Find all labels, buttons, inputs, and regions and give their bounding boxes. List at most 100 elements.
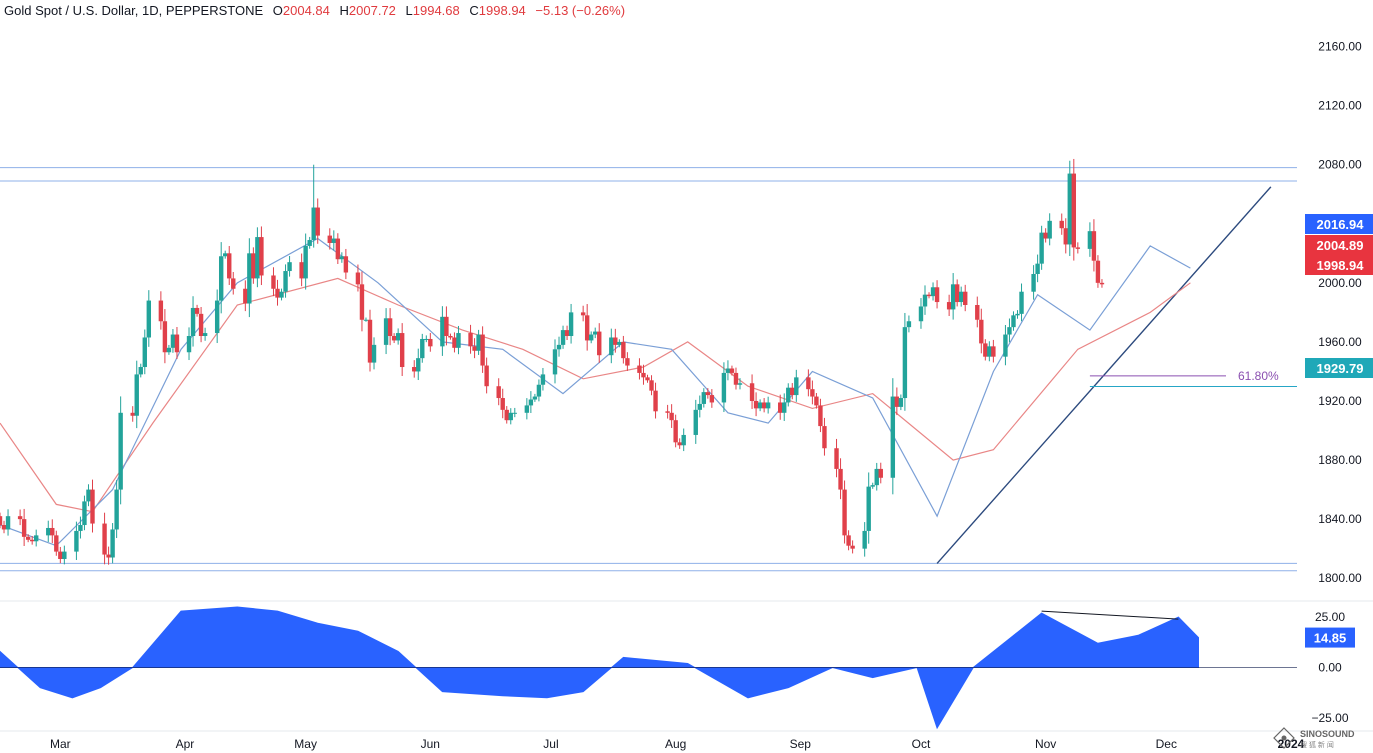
- candle-body: [729, 368, 735, 373]
- candle: [484, 357, 489, 394]
- time-axis-tick-label: Oct: [912, 737, 931, 751]
- candle-body: [1, 525, 7, 530]
- candle: [1011, 311, 1016, 331]
- candle: [697, 395, 702, 418]
- candle: [130, 406, 135, 422]
- candle: [251, 247, 256, 284]
- candle: [78, 516, 83, 539]
- candle-body: [0, 516, 3, 526]
- candle: [782, 393, 787, 421]
- candle-body: [17, 516, 23, 520]
- candle-body: [1059, 220, 1064, 229]
- candle: [452, 332, 457, 353]
- candle-body: [480, 334, 485, 366]
- candle: [255, 227, 260, 288]
- candle: [753, 392, 759, 417]
- candle-body: [170, 334, 176, 348]
- candle: [786, 383, 791, 407]
- candle: [29, 536, 35, 545]
- candle: [894, 387, 900, 416]
- legend-open-label: O: [272, 3, 283, 18]
- candle-body: [412, 367, 417, 372]
- candle-body: [653, 390, 658, 412]
- candle: [669, 404, 674, 428]
- candle: [890, 378, 896, 495]
- time-axis-tick-label: Aug: [665, 737, 686, 751]
- candle-body: [315, 207, 320, 236]
- legend-high-label: H: [339, 3, 349, 18]
- candle: [532, 393, 538, 402]
- candle-body: [25, 536, 31, 540]
- candle: [609, 328, 614, 364]
- candle: [1035, 254, 1040, 283]
- candle: [693, 399, 698, 444]
- candle: [315, 198, 320, 244]
- legend-close-label: C: [469, 3, 479, 18]
- candle-body: [74, 530, 79, 552]
- candle: [637, 358, 642, 380]
- candle: [259, 226, 264, 286]
- candle: [420, 333, 425, 363]
- candle: [17, 509, 23, 526]
- candle: [371, 337, 377, 370]
- candle-body: [637, 365, 642, 373]
- candle: [343, 248, 349, 280]
- candle-body: [504, 409, 509, 421]
- candle: [870, 482, 875, 489]
- slow-moving-average-line: [0, 277, 1191, 513]
- oscillator-axis-tick-label: −25.00: [1311, 711, 1348, 725]
- candle-body: [1047, 220, 1052, 239]
- candle-body: [198, 313, 204, 337]
- candle: [25, 534, 31, 543]
- price-badge-box: [1305, 214, 1373, 234]
- candle: [444, 306, 449, 346]
- candle: [90, 479, 95, 533]
- candle: [761, 398, 767, 413]
- candle: [1019, 283, 1024, 322]
- candle-body: [765, 402, 771, 409]
- candle: [1099, 279, 1105, 288]
- candle-body: [476, 334, 481, 351]
- candle: [842, 480, 847, 544]
- candle: [1047, 213, 1052, 246]
- candle: [975, 296, 980, 328]
- candle-body: [1091, 231, 1097, 261]
- candle: [202, 327, 208, 341]
- candle: [653, 382, 658, 419]
- candle: [1, 520, 7, 534]
- candle: [979, 308, 984, 354]
- candle: [162, 309, 168, 364]
- candle-body: [500, 398, 505, 410]
- candle: [0, 512, 3, 529]
- candle-body: [46, 527, 51, 536]
- candle: [524, 398, 530, 420]
- price-axis-tick-label: 2160.00: [1318, 40, 1362, 54]
- candle-body: [440, 316, 445, 347]
- candle-body: [617, 341, 622, 345]
- candle: [1059, 213, 1064, 235]
- candle-body: [106, 554, 111, 558]
- candle: [926, 292, 932, 299]
- candle-body: [54, 535, 59, 552]
- candle: [50, 519, 55, 544]
- candle: [958, 286, 964, 307]
- candle: [339, 252, 345, 263]
- fib-level-label: 61.80%: [1238, 369, 1279, 383]
- oscillator-axis: 25.00 0.00 −25.00: [1311, 610, 1348, 725]
- candle-body: [424, 338, 429, 340]
- price-axis-tick-label: 1800.00: [1318, 571, 1362, 585]
- candle: [1095, 255, 1101, 288]
- candle-body: [275, 288, 280, 298]
- candle-body: [778, 402, 783, 413]
- candle-body: [834, 448, 839, 469]
- price-badge: 1929.79: [1305, 358, 1373, 378]
- watermark-text: SINOSOUND: [1300, 729, 1355, 739]
- candle-body: [283, 271, 288, 292]
- candle: [58, 546, 63, 564]
- candle: [725, 360, 731, 381]
- candle-body: [1003, 334, 1008, 357]
- candle-body: [870, 485, 875, 487]
- candle: [673, 414, 678, 448]
- candle: [106, 546, 111, 565]
